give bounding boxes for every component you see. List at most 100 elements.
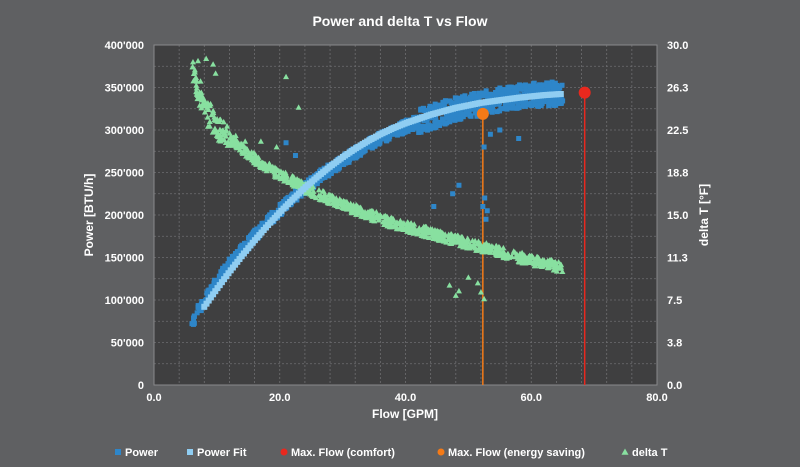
delta-t-point: [212, 70, 219, 76]
delta-t-point: [379, 218, 386, 225]
delta-t-point: [349, 209, 356, 215]
delta-t-point: [370, 208, 377, 215]
power-point: [480, 93, 486, 99]
power-point: [531, 89, 537, 95]
x-tick-label: 40.0: [395, 392, 416, 404]
delta-t-point: [517, 255, 524, 262]
power-point: [516, 98, 522, 104]
delta-t-point: [359, 213, 366, 219]
delta-t-point: [364, 212, 371, 219]
power-point: [350, 154, 356, 160]
power-point: [406, 126, 412, 132]
delta-t-point: [412, 227, 419, 233]
delta-t-point: [250, 149, 257, 156]
delta-t-point: [204, 123, 211, 129]
power-point: [264, 214, 270, 220]
power-point: [547, 83, 553, 89]
delta-t-point: [211, 125, 218, 131]
delta-t-point: [550, 267, 557, 273]
power-point: [516, 136, 522, 141]
delta-t-point: [520, 259, 527, 266]
delta-t-point: [389, 223, 396, 230]
delta-t-point: [195, 57, 202, 64]
power-point: [448, 116, 454, 122]
delta-t-point: [420, 223, 427, 229]
delta-t-point: [436, 236, 443, 242]
delta-t-point: [430, 229, 437, 235]
power-point: [376, 141, 382, 147]
max-flow-comfort-marker: [578, 86, 591, 99]
delta-t-point: [390, 215, 397, 222]
power-point: [533, 97, 539, 103]
power-point: [474, 113, 480, 119]
delta-t-point: [317, 192, 324, 198]
delta-t-point: [458, 233, 465, 240]
delta-t-point: [483, 248, 490, 255]
delta-t-point: [266, 161, 273, 167]
delta-t-point: [294, 176, 301, 182]
delta-t-point: [272, 170, 279, 176]
power-point: [439, 103, 445, 109]
power-point: [553, 84, 559, 90]
power-point: [468, 98, 474, 104]
power-point: [406, 123, 412, 129]
power-point: [552, 80, 558, 86]
power-point: [547, 99, 553, 105]
power-point: [372, 138, 378, 144]
delta-t-point: [281, 178, 288, 184]
power-point: [550, 95, 556, 101]
power-point: [283, 140, 289, 146]
power-point: [523, 99, 529, 105]
delta-t-point: [442, 238, 449, 244]
y-tick-label: 200'000: [105, 210, 144, 222]
power-point: [463, 109, 469, 115]
power-fit-point: [557, 91, 564, 98]
power-point: [212, 278, 218, 284]
power-point: [535, 88, 541, 94]
power-point: [450, 191, 456, 197]
power-point: [497, 127, 503, 133]
power-point: [519, 99, 525, 105]
plot-border: [153, 44, 658, 386]
power-point: [531, 80, 537, 86]
delta-t-point: [324, 199, 331, 206]
power-fit-point: [210, 291, 217, 298]
power-point: [514, 87, 520, 93]
power-point: [261, 220, 267, 226]
delta-t-point: [450, 238, 457, 245]
delta-t-point: [242, 138, 249, 144]
delta-t-point: [393, 225, 400, 231]
power-point: [191, 313, 197, 319]
delta-t-point: [335, 201, 342, 207]
delta-t-point: [465, 274, 472, 280]
power-point: [238, 250, 244, 256]
delta-t-point: [553, 268, 560, 274]
delta-t-point: [330, 198, 337, 205]
delta-t-point: [481, 295, 488, 302]
power-point: [499, 91, 505, 97]
delta-t-point: [201, 96, 208, 102]
power-point: [369, 145, 375, 151]
power-point: [210, 283, 216, 289]
delta-t-point: [426, 234, 433, 241]
power-point: [326, 173, 332, 179]
y-tick-label: 350'000: [105, 83, 144, 95]
delta-t-point: [348, 206, 355, 213]
power-point: [191, 319, 197, 325]
delta-t-point: [505, 252, 512, 258]
x-tick-label: 20.0: [269, 392, 290, 404]
delta-t-point: [257, 163, 264, 170]
power-point: [472, 93, 478, 99]
power-point: [238, 244, 244, 250]
power-point: [222, 263, 228, 269]
delta-t-point: [407, 222, 414, 228]
legend-label: Max. Flow (energy saving): [448, 447, 585, 459]
power-point: [230, 259, 236, 265]
delta-t-point: [310, 188, 317, 194]
y-tick-label: 150'000: [105, 253, 144, 265]
legend-marker: [115, 449, 121, 455]
delta-t-point: [209, 129, 216, 135]
power-fit-point: [201, 303, 208, 310]
delta-t-point: [341, 198, 348, 205]
series-delta-t: [189, 55, 566, 302]
